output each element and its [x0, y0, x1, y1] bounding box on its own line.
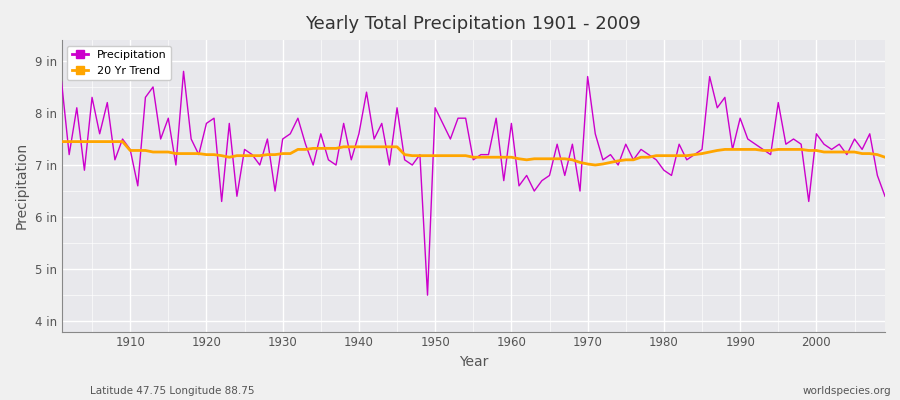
- Y-axis label: Precipitation: Precipitation: [15, 142, 29, 230]
- Title: Yearly Total Precipitation 1901 - 2009: Yearly Total Precipitation 1901 - 2009: [305, 15, 641, 33]
- Text: worldspecies.org: worldspecies.org: [803, 386, 891, 396]
- Text: Latitude 47.75 Longitude 88.75: Latitude 47.75 Longitude 88.75: [90, 386, 255, 396]
- X-axis label: Year: Year: [459, 355, 488, 369]
- Legend: Precipitation, 20 Yr Trend: Precipitation, 20 Yr Trend: [68, 46, 171, 80]
